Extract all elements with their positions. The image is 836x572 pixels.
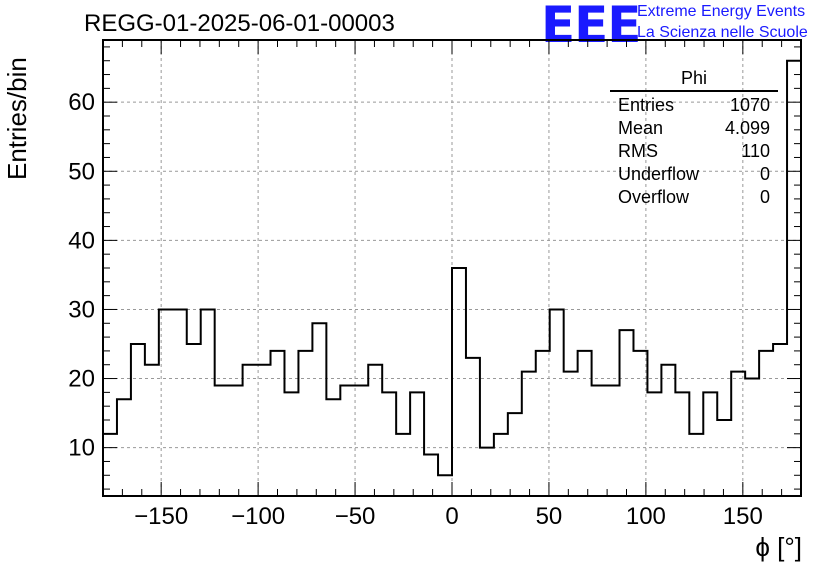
histogram-bin — [257, 365, 271, 496]
y-tick-label: 40 — [68, 227, 95, 254]
histogram-bin — [578, 351, 592, 496]
stats-row: Overflow 0 — [610, 186, 778, 209]
y-tick-label: 30 — [68, 296, 95, 323]
histogram-bin — [354, 385, 368, 496]
histogram-bin — [131, 344, 145, 496]
stats-row: RMS 110 — [610, 140, 778, 163]
histogram-bin — [298, 351, 312, 496]
histogram-bin — [522, 372, 536, 496]
stats-label: Overflow — [618, 187, 690, 207]
histogram-bin — [675, 392, 689, 496]
histogram-bin — [173, 309, 187, 496]
histogram-bin — [438, 475, 452, 496]
x-tick-label: −150 — [134, 503, 188, 530]
histogram-bin — [508, 413, 522, 496]
stats-title: Phi — [610, 68, 778, 92]
histogram-bin — [187, 344, 201, 496]
x-tick-label: 100 — [626, 503, 666, 530]
logo-line-2: La Scienza nelle Scuole — [637, 24, 808, 41]
histogram-bin — [396, 434, 410, 496]
logo-line-1: Extreme Energy Events — [637, 3, 806, 20]
histogram-bin — [536, 351, 550, 496]
x-tick-label: −100 — [231, 503, 285, 530]
histogram-bin — [382, 392, 396, 496]
stats-label: Mean — [618, 118, 664, 138]
histogram-bin — [550, 309, 564, 496]
plot-title: REGG-01-2025-06-01-00003 — [84, 10, 395, 37]
histogram-bin — [620, 330, 634, 496]
y-tick-label: 50 — [68, 158, 95, 185]
histogram-bin — [564, 372, 578, 496]
histogram-bin — [424, 455, 438, 496]
histogram-bin — [592, 385, 606, 496]
y-tick-label: 60 — [68, 89, 95, 116]
x-tick-label: 50 — [536, 503, 563, 530]
histogram-bin — [368, 365, 382, 496]
histogram-bin — [229, 385, 243, 496]
stats-value: 110 — [741, 141, 770, 161]
histogram-bin — [340, 385, 354, 496]
histogram-bin — [647, 392, 661, 496]
histogram-bin — [787, 61, 801, 496]
histogram-bin — [201, 309, 215, 496]
histogram-outline — [103, 59, 801, 477]
histogram-bin — [773, 344, 787, 496]
histogram-bin — [494, 434, 508, 496]
histogram-bin — [243, 365, 257, 496]
histogram-bin — [606, 385, 620, 496]
x-tick-label: 0 — [445, 503, 458, 530]
histogram-bin — [689, 434, 703, 496]
stats-row: Underflow 0 — [610, 163, 778, 186]
stats-label: Entries — [618, 95, 675, 115]
histogram-bin — [703, 392, 717, 496]
histogram-bin — [452, 268, 466, 496]
histogram-bin — [661, 365, 675, 496]
stats-value: 0 — [759, 187, 770, 207]
y-tick-label: 20 — [68, 366, 95, 393]
x-tick-label: −50 — [335, 503, 376, 530]
stats-row: Entries 1070 — [610, 94, 778, 117]
stats-box: Phi Entries 1070 Mean 4.099 RMS 110 Underflow 0… — [610, 68, 778, 209]
histogram-bin — [410, 392, 424, 496]
histogram-bin — [312, 323, 326, 496]
histogram-bin — [271, 351, 285, 496]
histogram-bin — [480, 448, 494, 496]
stats-value: 1070 — [729, 95, 770, 115]
histogram-bin — [745, 379, 759, 496]
histogram-bin — [717, 420, 731, 496]
histogram-bin — [215, 385, 229, 496]
histogram-bin — [633, 351, 647, 496]
stats-label: Underflow — [618, 164, 700, 184]
plot-frame — [102, 39, 802, 497]
histogram-bin — [145, 365, 159, 496]
x-axis-label: ϕ [°] — [755, 532, 802, 562]
histogram-bin — [103, 434, 117, 496]
stats-value: 0 — [759, 164, 770, 184]
x-tick-label: 150 — [723, 503, 763, 530]
y-tick-label: 10 — [68, 435, 95, 462]
histogram-bin — [759, 351, 773, 496]
stats-row: Mean 4.099 — [610, 117, 778, 140]
stats-label: RMS — [618, 141, 658, 161]
eee-logo: EEE — [541, 0, 641, 54]
histogram-bin — [284, 392, 298, 496]
stats-value: 4.099 — [724, 118, 770, 138]
